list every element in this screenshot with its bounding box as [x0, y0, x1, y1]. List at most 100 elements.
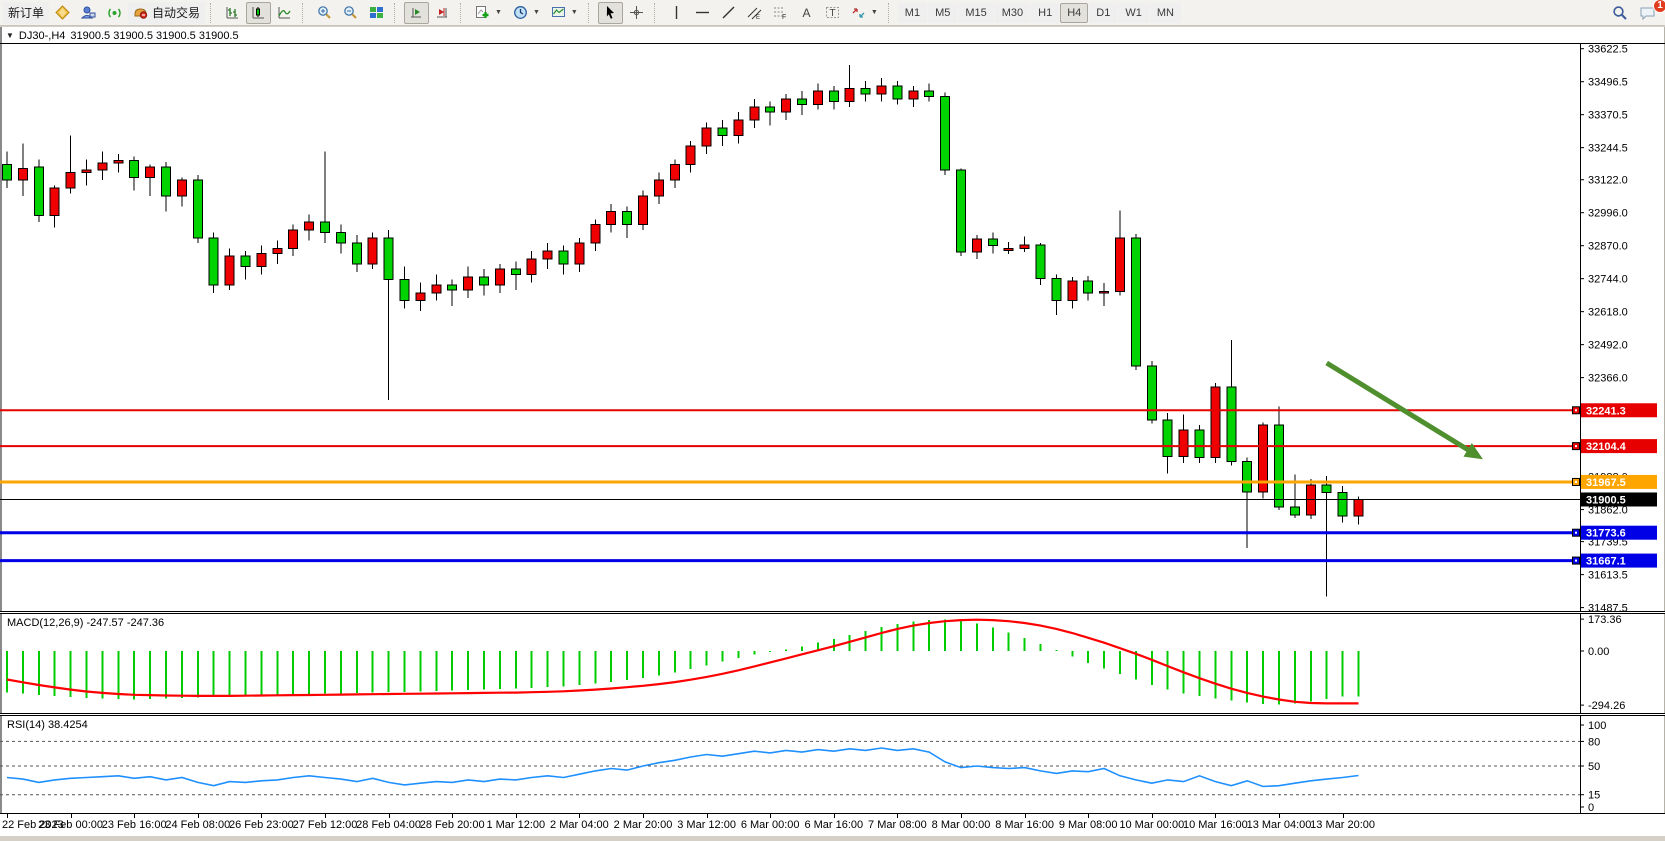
candle-body[interactable] [653, 179, 664, 197]
candle-body[interactable] [33, 166, 44, 217]
candle-body[interactable] [335, 232, 346, 244]
candle-body[interactable] [320, 221, 330, 234]
candle-body[interactable] [2, 164, 12, 181]
collapse-icon[interactable]: ▼ [6, 31, 14, 40]
candle-body[interactable] [399, 279, 410, 302]
tab-timeframe-h4[interactable]: H4 [1060, 2, 1089, 23]
chart-title-bar[interactable]: ▼ DJ30-,H4 31900.5 31900.5 31900.5 31900… [6, 28, 239, 43]
gem-icon[interactable] [50, 2, 75, 24]
label-icon[interactable]: T [820, 2, 845, 24]
panel-splitter[interactable] [0, 611, 1665, 614]
candle-body[interactable] [812, 90, 823, 105]
candle-body[interactable] [1321, 484, 1332, 493]
tab-timeframe-m15[interactable]: M15 [958, 2, 994, 23]
candlestick-icon[interactable] [246, 1, 272, 24]
candle-body[interactable] [1242, 461, 1253, 493]
candle-body[interactable] [526, 258, 537, 275]
candle-body[interactable] [383, 237, 394, 281]
vertical-line-icon[interactable] [664, 2, 689, 24]
candle-body[interactable] [1019, 244, 1030, 249]
candle-body[interactable] [1146, 365, 1157, 421]
price-chart[interactable]: 33622.5 33496.5 33370.5 33244.5 33122.0 32996… [0, 43, 1665, 611]
candle-body[interactable] [463, 276, 474, 291]
candle-body[interactable] [1035, 244, 1046, 279]
candle-body[interactable] [1115, 237, 1125, 293]
candle-body[interactable] [669, 164, 680, 181]
candle-body[interactable] [1067, 280, 1078, 302]
candle-body[interactable] [1083, 280, 1094, 294]
price-line-label-box[interactable] [1581, 525, 1657, 540]
horizontal-line-icon[interactable] [690, 2, 715, 24]
time-axis[interactable]: 22 Feb 2023 23 Feb 00:00 23 Feb 16:00 24 Fe… [0, 813, 1665, 836]
autotrade-button[interactable]: 自动交易 [128, 1, 206, 24]
template-button[interactable]: ▼ [546, 2, 583, 24]
candle-body[interactable] [1162, 419, 1173, 457]
candle-body[interactable] [97, 162, 108, 171]
fibonacci-icon[interactable]: F [768, 2, 793, 24]
signals-icon[interactable] [102, 2, 127, 24]
text-icon[interactable]: A [794, 2, 819, 24]
candle-body[interactable] [638, 195, 648, 226]
candle-body[interactable] [542, 250, 553, 260]
candle-body[interactable] [192, 179, 203, 239]
candle-body[interactable] [431, 284, 442, 294]
candle-body[interactable] [288, 229, 299, 249]
candle-body[interactable] [844, 88, 855, 103]
candle-body[interactable] [733, 119, 744, 137]
candle-body[interactable] [590, 224, 601, 244]
candle-body[interactable] [208, 237, 219, 286]
candle-body[interactable] [1353, 498, 1364, 517]
candle-body[interactable] [1130, 237, 1141, 367]
candle-body[interactable] [781, 98, 792, 113]
candle-body[interactable] [987, 238, 998, 247]
candle-body[interactable] [558, 250, 569, 265]
candle-body[interactable] [971, 238, 982, 253]
price-line-label-box[interactable] [1581, 403, 1657, 418]
candle-body[interactable] [1274, 424, 1284, 508]
new-order-button[interactable]: 新订单 [3, 1, 50, 24]
candle-body[interactable] [828, 90, 839, 103]
periods-button[interactable]: ▼ [508, 2, 545, 24]
rsi-chart[interactable]: 100 80 50 150 [0, 716, 1665, 813]
candle-body[interactable] [876, 85, 887, 95]
candle-body[interactable] [1210, 386, 1221, 459]
candle-body[interactable] [415, 292, 426, 302]
chart-shift-icon[interactable] [430, 2, 455, 24]
search-icon[interactable] [1607, 2, 1633, 24]
candle-body[interactable] [622, 211, 633, 226]
price-line-label-box[interactable] [1581, 553, 1657, 568]
tab-timeframe-mn[interactable]: MN [1149, 2, 1181, 23]
auto-scroll-icon[interactable] [404, 1, 430, 24]
candle-body[interactable] [1099, 291, 1110, 294]
candle-body[interactable] [81, 169, 92, 173]
candle-body[interactable] [574, 242, 585, 265]
candle-body[interactable] [1289, 506, 1300, 516]
panel-splitter[interactable] [0, 713, 1665, 716]
candle-body[interactable] [49, 187, 60, 217]
trendline-icon[interactable] [716, 2, 741, 24]
tab-timeframe-d1[interactable]: D1 [1089, 2, 1118, 23]
candle-body[interactable] [272, 247, 283, 255]
candle-body[interactable] [1337, 491, 1348, 517]
candle-body[interactable] [161, 166, 171, 197]
add-indicator-button[interactable]: ▼ [470, 2, 507, 24]
candle-body[interactable] [1194, 429, 1205, 459]
candle-body[interactable] [908, 90, 919, 100]
candle-body[interactable] [924, 90, 935, 97]
candle-body[interactable] [797, 98, 807, 105]
candle-body[interactable] [351, 242, 362, 265]
candle-body[interactable] [304, 221, 315, 231]
cursor-icon[interactable] [597, 1, 623, 24]
bar-chart-icon[interactable] [220, 2, 245, 24]
down-arrow-annotation[interactable] [1325, 360, 1472, 454]
candle-body[interactable] [956, 169, 966, 253]
candle-body[interactable] [479, 276, 489, 286]
candle-body[interactable] [860, 88, 871, 95]
tab-timeframe-m1[interactable]: M1 [897, 2, 928, 23]
profile-icon[interactable] [76, 2, 101, 24]
candle-body[interactable] [892, 85, 903, 100]
shapes-button[interactable]: ▼ [846, 2, 883, 24]
candle-body[interactable] [145, 166, 156, 179]
candle-body[interactable] [65, 171, 76, 189]
candle-body[interactable] [510, 268, 521, 275]
